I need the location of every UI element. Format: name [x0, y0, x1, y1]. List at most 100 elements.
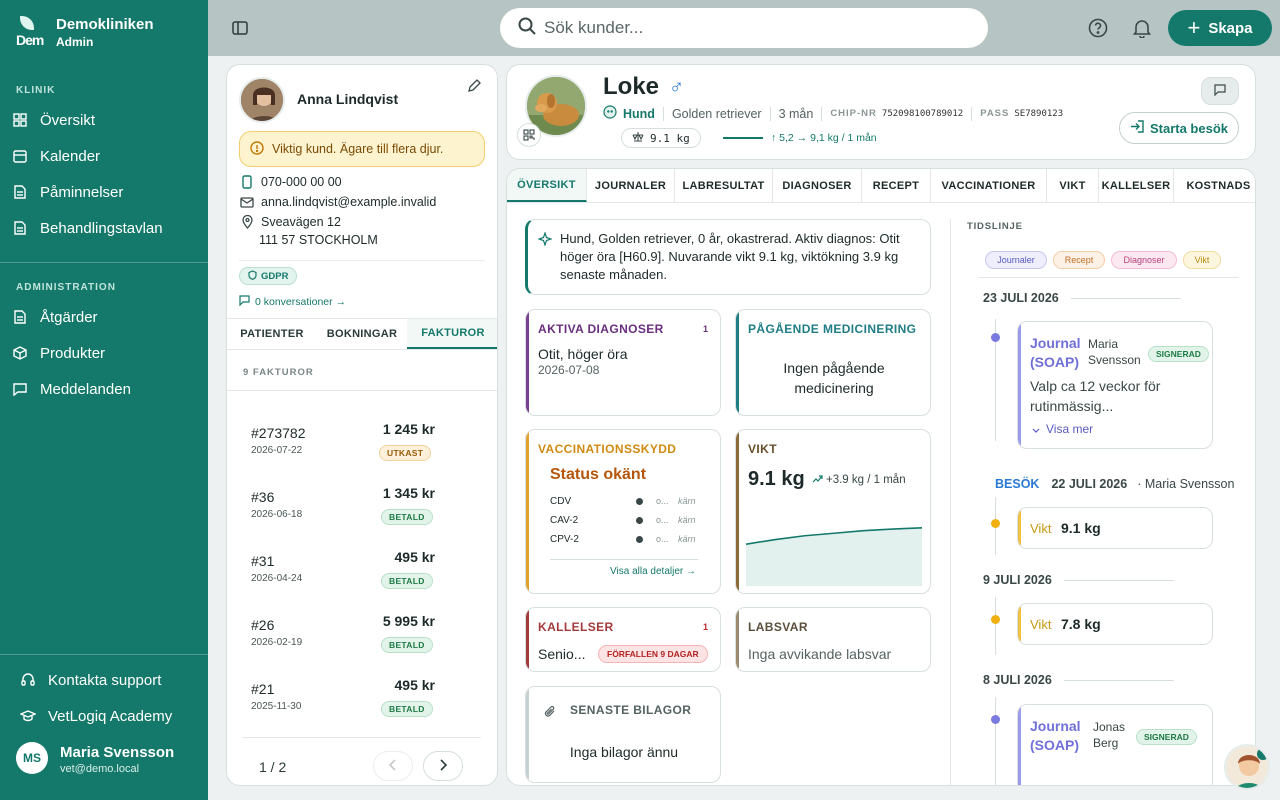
start-visit-button[interactable]: Starta besök — [1119, 112, 1239, 144]
academy-link[interactable]: VetLogiq Academy — [16, 701, 208, 731]
weight-line — [746, 526, 922, 545]
filter-chip-vikt[interactable]: Vikt — [1183, 251, 1221, 269]
invoice-number: #36 — [251, 489, 275, 505]
card-accent — [526, 430, 529, 593]
nav-item-atgarder[interactable]: Åtgärder — [8, 302, 200, 332]
next-page-button[interactable] — [423, 751, 463, 781]
support-label: Kontakta support — [48, 671, 162, 689]
customer-warning: Viktig kund. Ägare till flera djur. — [239, 131, 485, 167]
pager-divider — [243, 737, 481, 738]
conversations-link[interactable]: 0 konversationer → — [239, 295, 346, 309]
tab-journaler[interactable]: JOURNALER — [587, 169, 675, 202]
warning-icon — [250, 140, 264, 158]
tab-kallelser[interactable]: KALLELSER — [1099, 169, 1174, 202]
nav-item-oversikt[interactable]: Översikt — [8, 105, 200, 135]
author-first: Jonas — [1093, 720, 1126, 734]
invoice-row[interactable]: #26 2026-02-19 5 995 kr BETALD — [227, 609, 497, 673]
nav-item-produkter[interactable]: Produkter — [8, 338, 200, 368]
recalls-card[interactable]: KALLELSER 1 Senio... FÖRFALLEN 9 DAGAR — [525, 607, 721, 672]
sidebar-toggle-icon[interactable] — [228, 16, 252, 40]
tab-diagnoser[interactable]: DIAGNOSER — [773, 169, 862, 202]
signed-badge: SIGNERAD — [1136, 729, 1197, 745]
timeline-journal-entry[interactable]: Journal (SOAP) Jonas Berg SIGNERAD — [1017, 704, 1213, 785]
card-title: PÅGÅENDE MEDICINERING — [748, 322, 917, 336]
assistant-avatar[interactable] — [1224, 744, 1270, 790]
tab-patienter[interactable]: PATIENTER — [240, 328, 304, 340]
medication-empty: Ingen pågående medicinering — [783, 360, 885, 396]
vaccine-row: CPV-2 o... kärn — [550, 534, 700, 553]
nav-label: Åtgärder — [40, 308, 98, 326]
help-icon[interactable] — [1086, 16, 1110, 40]
tab-recept[interactable]: RECEPT — [862, 169, 931, 202]
card-title: VIKT — [748, 442, 777, 456]
filter-chip-recept[interactable]: Recept — [1053, 251, 1105, 269]
tab-vikt[interactable]: VIKT — [1047, 169, 1099, 202]
qr-code-icon[interactable] — [517, 123, 541, 147]
tab-labresultat[interactable]: LABRESULTAT — [675, 169, 773, 202]
vaccine-details-link[interactable]: Visa alla detaljer → — [610, 566, 696, 577]
nav-item-meddelanden[interactable]: Meddelanden — [8, 374, 200, 404]
support-link[interactable]: Kontakta support — [16, 665, 208, 695]
tab-vaccinationer[interactable]: VACCINATIONER — [931, 169, 1047, 202]
gdpr-badge[interactable]: GDPR — [239, 267, 298, 285]
vaccine-name: CPV-2 — [550, 534, 579, 545]
tab-oversikt[interactable]: ÖVERSIKT — [507, 169, 587, 202]
customer-phone[interactable]: 070-000 00 00 — [239, 175, 342, 189]
invoice-row[interactable]: #31 2026-04-24 495 kr BETALD — [227, 545, 497, 609]
customer-email[interactable]: anna.lindqvist@example.invalid — [239, 195, 436, 209]
edit-pencil-icon[interactable] — [467, 79, 481, 96]
chip-number: 752098100789012 — [881, 108, 964, 119]
invoice-count: 9 FAKTUROR — [243, 367, 314, 378]
chat-button[interactable] — [1201, 77, 1239, 105]
weight-card[interactable]: VIKT 9.1 kg +3.9 kg / 1 mån — [735, 429, 931, 594]
lab-results-card[interactable]: LABSVAR Inga avvikande labsvar — [735, 607, 931, 672]
tab-bokningar[interactable]: BOKNINGAR — [326, 328, 398, 340]
tab-fakturor[interactable]: FAKTUROR — [407, 319, 497, 349]
plus-icon: + — [1187, 15, 1201, 40]
invoice-row[interactable]: #36 2026-06-18 1 345 kr BETALD — [227, 481, 497, 545]
clinic-logo: Dem — [16, 14, 46, 48]
vaccination-card[interactable]: VACCINATIONSSKYDD Status okänt CDV o... … — [525, 429, 721, 594]
column-divider — [950, 219, 951, 785]
nav-item-behandlingstavlan[interactable]: Behandlingstavlan — [8, 213, 200, 243]
nav-label: Översikt — [40, 111, 96, 129]
author-first: Maria — [1088, 337, 1119, 351]
gdpr-label: GDPR — [261, 270, 289, 282]
prev-page-button[interactable] — [373, 751, 413, 781]
bell-icon[interactable] — [1130, 16, 1154, 40]
email-text: anna.lindqvist@example.invalid — [261, 195, 437, 209]
customer-panel: Anna Lindqvist Viktig kund. Ägare till f… — [226, 64, 498, 786]
card-title: AKTIVA DIAGNOSER — [538, 322, 664, 336]
filter-chip-journaler[interactable]: Journaler — [985, 251, 1047, 269]
breed-text: Golden retriever — [671, 106, 762, 121]
entry-type-text: Journal — [1030, 718, 1081, 734]
visit-date: 22 JULI 2026 — [1051, 477, 1128, 491]
brand[interactable]: Dem Demokliniken Admin — [16, 14, 154, 49]
card-divider — [550, 559, 698, 560]
medication-card[interactable]: PÅGÅENDE MEDICINERING Ingen pågående med… — [735, 309, 931, 416]
filter-chip-diagnoser[interactable]: Diagnoser — [1111, 251, 1177, 269]
card-title: VACCINATIONSSKYDD — [538, 442, 677, 456]
weight-change-text: +3.9 kg / 1 mån — [826, 474, 906, 486]
timeline-weight-entry[interactable]: Vikt 9.1 kg — [1017, 507, 1213, 549]
show-more-link[interactable]: Visa mer — [1032, 422, 1093, 436]
male-sex-icon: ♂ — [669, 75, 685, 98]
timeline-weight-entry[interactable]: Vikt 7.8 kg — [1017, 603, 1213, 645]
user-menu[interactable]: MS Maria Svensson vet@demo.local — [16, 742, 174, 775]
customer-search-input[interactable]: Sök kunder... — [500, 8, 988, 48]
tab-kostnads[interactable]: KOSTNADS — [1174, 169, 1255, 202]
card-count: 1 — [702, 622, 708, 632]
conversations-label: 0 konversationer → — [255, 296, 347, 308]
create-button[interactable]: + Skapa — [1168, 10, 1272, 46]
attachments-card[interactable]: SENASTE BILAGOR Inga bilagor ännu — [525, 686, 721, 783]
patient-name: Loke ♂ — [603, 73, 684, 101]
invoice-amount: 495 kr — [394, 677, 435, 693]
invoice-row[interactable]: #21 2025-11-30 495 kr BETALD — [227, 673, 497, 737]
nav-item-kalender[interactable]: Kalender — [8, 141, 200, 171]
labs-empty: Inga avvikande labsvar — [748, 646, 892, 662]
nav-item-paminnelser[interactable]: Påminnelser — [8, 177, 200, 207]
invoice-row[interactable]: #273782 2026-07-22 1 245 kr UTKAST — [227, 417, 497, 481]
active-diagnoses-card[interactable]: AKTIVA DIAGNOSER 1 Otit, höger öra 2026-… — [525, 309, 721, 416]
pass-label: PASS — [980, 108, 1010, 119]
timeline-journal-entry[interactable]: Journal (SOAP) Maria Svensson SIGNERAD Val… — [1017, 321, 1213, 449]
